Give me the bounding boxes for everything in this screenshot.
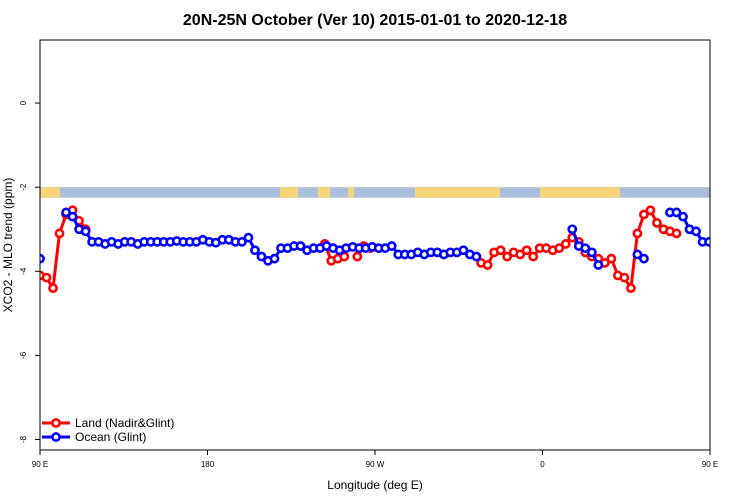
chart-title: 20N-25N October (Ver 10) 2015-01-01 to 2…: [183, 12, 567, 29]
data-point: [515, 249, 526, 260]
data-point: [704, 236, 710, 247]
data-point: [560, 239, 571, 249]
y-tick-label: -8: [19, 435, 28, 443]
data-point: [586, 247, 597, 258]
data-point: [386, 241, 397, 251]
data-point: [521, 245, 532, 256]
data-point: [652, 218, 662, 228]
data-point: [250, 245, 260, 256]
strip-ocean: [40, 187, 710, 198]
plot-series: [40, 205, 710, 294]
data-point: [269, 253, 280, 264]
data-point: [54, 228, 65, 239]
y-tick-label: 0: [19, 100, 28, 105]
y-axis-label: XCO2 - MLO trend (ppm): [1, 178, 15, 313]
data-point: [632, 228, 643, 239]
data-point: [580, 243, 591, 254]
data-point: [243, 232, 254, 243]
y-tick-label: -4: [19, 267, 28, 275]
y-tick-label: -6: [19, 351, 28, 359]
series-ocean: [40, 207, 710, 270]
strip-land: [348, 187, 354, 198]
legend-label: Land (Nadir&Glint): [75, 416, 174, 430]
data-point: [41, 272, 52, 283]
strip-land: [540, 187, 620, 198]
axes: 90 E 180 90 W 0 90 E 0 -2 -4 -6 -8: [19, 100, 718, 469]
data-point: [632, 249, 643, 260]
data-point: [237, 236, 247, 247]
data-point: [61, 207, 71, 218]
data-point: [639, 253, 649, 264]
data-point: [471, 251, 482, 262]
data-point: [626, 283, 636, 294]
data-point: [482, 260, 493, 270]
data-point: [295, 241, 306, 251]
legend-label: Ocean (Glint): [75, 430, 146, 444]
strip-land: [318, 187, 330, 198]
legend: Land (Nadir&Glint)Ocean (Glint): [42, 416, 174, 444]
data-point: [554, 243, 565, 254]
data-point: [671, 228, 682, 239]
data-point: [528, 251, 539, 262]
data-point: [619, 272, 630, 283]
x-axis-label: Longitude (deg E): [327, 478, 422, 492]
data-point: [495, 245, 506, 256]
data-point: [48, 283, 58, 294]
legend-marker: [51, 418, 61, 428]
x-tick-label: 90 W: [366, 460, 385, 469]
data-point: [502, 251, 513, 262]
map-strip: [40, 187, 710, 198]
strip-land: [40, 187, 60, 198]
data-point: [67, 211, 78, 222]
data-point: [458, 245, 469, 256]
data-point: [567, 224, 578, 235]
strip-land: [415, 187, 500, 198]
legend-marker: [51, 432, 61, 442]
data-point: [80, 226, 91, 237]
data-point: [339, 251, 350, 262]
y-tick-label: -2: [19, 183, 28, 191]
data-point: [645, 205, 656, 216]
x-tick-label: 90 E: [32, 460, 48, 469]
x-tick-label: 90 E: [702, 460, 718, 469]
x-tick-label: 180: [201, 460, 215, 469]
data-point: [256, 251, 267, 262]
x-tick-label: 0: [540, 460, 545, 469]
data-point: [691, 226, 701, 237]
data-point: [671, 207, 682, 218]
plot-frame: [39, 39, 711, 451]
data-point: [352, 251, 363, 262]
strip-land: [280, 187, 298, 198]
data-point: [678, 211, 688, 222]
data-point: [606, 253, 617, 264]
data-point: [593, 260, 604, 270]
data-point: [639, 209, 649, 220]
